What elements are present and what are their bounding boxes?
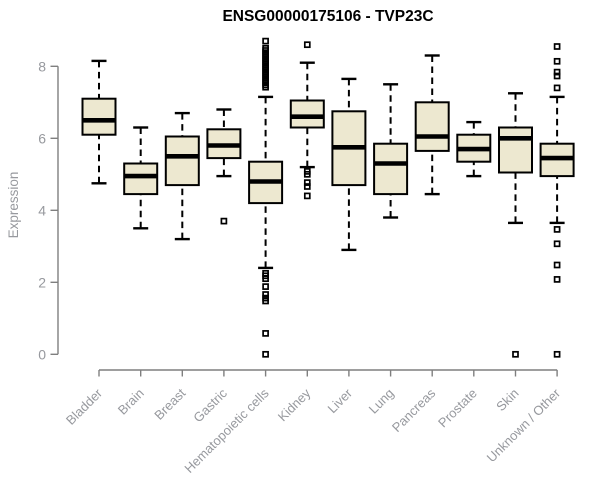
outlier-point xyxy=(553,57,561,65)
x-tick-label: Bladder xyxy=(63,385,106,428)
x-tick-label: Breast xyxy=(151,385,188,422)
outlier-point xyxy=(303,183,311,190)
iqr-box xyxy=(164,135,200,187)
outlier-point xyxy=(262,297,269,305)
y-tick-label: 4 xyxy=(38,202,46,218)
outlier-point xyxy=(553,276,561,283)
outlier-point xyxy=(553,72,561,80)
iqr-box xyxy=(414,101,450,152)
chart-title: ENSG00000175106 - TVP23C xyxy=(222,8,434,25)
outlier-point xyxy=(553,43,561,50)
outlier-point xyxy=(553,240,561,248)
outlier-point xyxy=(303,170,311,178)
outlier-point xyxy=(262,275,269,283)
outlier-point xyxy=(262,37,269,45)
iqr-box xyxy=(289,99,325,129)
outlier-point xyxy=(262,283,269,290)
y-tick-label: 0 xyxy=(38,346,46,362)
outlier-point xyxy=(553,226,561,233)
outlier-point xyxy=(262,330,269,337)
y-tick-label: 6 xyxy=(38,130,46,146)
iqr-box xyxy=(498,126,533,174)
x-tick-label: Prostate xyxy=(435,386,480,431)
y-tick-label: 2 xyxy=(38,274,46,290)
outlier-point xyxy=(303,41,311,49)
outlier-point xyxy=(553,68,561,76)
x-tick-label: Liver xyxy=(324,385,355,416)
x-tick-label: Pancreas xyxy=(389,385,439,435)
x-tick-label: Gastric xyxy=(190,385,230,425)
outlier-point xyxy=(553,84,561,92)
outlier-point xyxy=(262,83,269,91)
x-tick-label: Brain xyxy=(115,386,147,418)
x-tick-label: Lung xyxy=(366,386,397,417)
outlier-point xyxy=(220,217,228,225)
x-tick-label: Kidney xyxy=(275,385,314,424)
x-tick-label: Unknown / Other xyxy=(484,385,564,465)
outlier-point xyxy=(553,350,561,358)
iqr-box xyxy=(81,97,117,136)
outlier-point xyxy=(262,291,269,298)
outlier-point xyxy=(303,179,311,186)
outlier-point xyxy=(512,350,519,358)
outlier-point xyxy=(303,192,311,200)
iqr-box xyxy=(123,162,159,196)
x-tick-label: Skin xyxy=(493,386,521,414)
outlier-point xyxy=(553,261,561,269)
outlier-point xyxy=(262,350,269,358)
iqr-box xyxy=(373,142,409,196)
y-tick-label: 8 xyxy=(38,58,46,74)
